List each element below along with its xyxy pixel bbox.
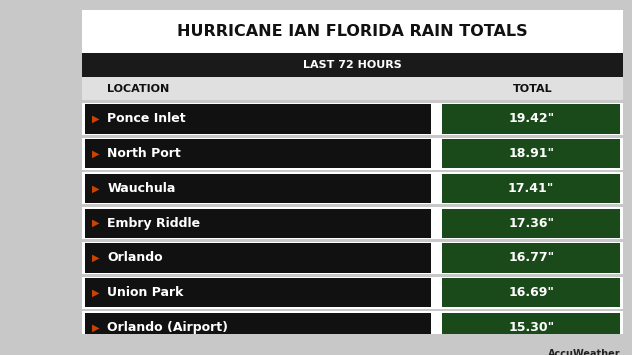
Text: TOTAL: TOTAL — [513, 83, 552, 94]
Text: ▶: ▶ — [92, 114, 100, 124]
FancyBboxPatch shape — [82, 242, 623, 274]
FancyBboxPatch shape — [82, 138, 623, 170]
Text: LOCATION: LOCATION — [107, 83, 169, 94]
FancyBboxPatch shape — [82, 103, 623, 135]
FancyBboxPatch shape — [442, 278, 620, 307]
FancyBboxPatch shape — [85, 104, 431, 134]
Text: ▶: ▶ — [92, 253, 100, 263]
Text: Union Park: Union Park — [107, 286, 184, 299]
Text: Orlando (Airport): Orlando (Airport) — [107, 321, 228, 334]
FancyBboxPatch shape — [442, 139, 620, 168]
FancyBboxPatch shape — [85, 174, 431, 203]
Text: HURRICANE IAN FLORIDA RAIN TOTALS: HURRICANE IAN FLORIDA RAIN TOTALS — [177, 24, 528, 39]
FancyBboxPatch shape — [82, 207, 623, 239]
Text: ▶: ▶ — [92, 184, 100, 193]
Text: 19.42": 19.42" — [508, 113, 554, 125]
Ellipse shape — [568, 349, 582, 355]
FancyBboxPatch shape — [85, 313, 431, 342]
Text: 16.77": 16.77" — [508, 251, 554, 264]
Text: 17.36": 17.36" — [508, 217, 554, 230]
Text: ▶: ▶ — [92, 288, 100, 298]
Text: ▶: ▶ — [92, 218, 100, 228]
Text: AccuWeather: AccuWeather — [548, 349, 621, 355]
Text: 15.30": 15.30" — [508, 321, 554, 334]
Text: 16.69": 16.69" — [508, 286, 554, 299]
FancyBboxPatch shape — [82, 77, 623, 100]
FancyBboxPatch shape — [442, 313, 620, 342]
Text: 17.41": 17.41" — [508, 182, 554, 195]
FancyBboxPatch shape — [82, 173, 623, 204]
FancyBboxPatch shape — [85, 139, 431, 168]
Text: ▶: ▶ — [92, 149, 100, 159]
Text: Ponce Inlet: Ponce Inlet — [107, 113, 186, 125]
Text: Wauchula: Wauchula — [107, 182, 176, 195]
FancyBboxPatch shape — [442, 174, 620, 203]
Text: 18.91": 18.91" — [508, 147, 554, 160]
FancyBboxPatch shape — [85, 208, 431, 238]
Text: ▶: ▶ — [92, 322, 100, 333]
Text: Embry Riddle: Embry Riddle — [107, 217, 200, 230]
FancyBboxPatch shape — [85, 278, 431, 307]
Text: Orlando: Orlando — [107, 251, 163, 264]
Text: LAST 72 HOURS: LAST 72 HOURS — [303, 60, 402, 70]
FancyBboxPatch shape — [442, 104, 620, 134]
FancyBboxPatch shape — [442, 243, 620, 273]
FancyBboxPatch shape — [442, 208, 620, 238]
FancyBboxPatch shape — [85, 243, 431, 273]
FancyBboxPatch shape — [82, 54, 623, 77]
FancyBboxPatch shape — [82, 311, 623, 344]
FancyBboxPatch shape — [82, 10, 623, 54]
FancyBboxPatch shape — [82, 277, 623, 309]
Text: North Port: North Port — [107, 147, 181, 160]
